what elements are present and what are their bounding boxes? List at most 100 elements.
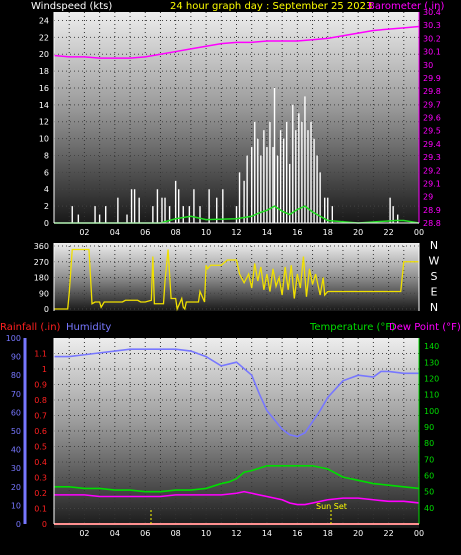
y-tick-label-windspeed: 4 — [44, 185, 49, 194]
direction-panel-background — [54, 243, 419, 311]
x-tick-label: 14 — [262, 228, 272, 237]
y-tick-label-rainfall: 0.1 — [34, 505, 47, 514]
y-tick-label-rainfall: 0.7 — [34, 412, 47, 421]
wind-panel-background — [54, 12, 419, 223]
y-tick-label-barometer: 30 — [423, 61, 433, 70]
x-tick-label: 22 — [383, 529, 393, 538]
y-tick-label-windspeed: 10 — [39, 135, 49, 144]
y-tick-label-barometer: 28.8 — [423, 219, 441, 228]
x-tick-label: 06 — [140, 529, 150, 538]
y-tick-label-humidity: 80 — [11, 371, 21, 380]
y-tick-label-windspeed: 22 — [39, 33, 49, 42]
y-tick-label-windspeed: 24 — [39, 16, 49, 25]
y-tick-label-windspeed: 20 — [39, 50, 49, 59]
y-tick-label-barometer: 30.1 — [423, 48, 441, 57]
y-tick-label-rainfall: 1.1 — [34, 350, 47, 359]
y-tick-label-temperature: 40 — [424, 504, 434, 513]
y-tick-label-direction: 270 — [34, 258, 49, 267]
x-tick-label: 00 — [414, 228, 424, 237]
y-tick-label-barometer: 29.4 — [423, 140, 441, 149]
y-tick-label-rainfall: 0.4 — [34, 458, 47, 467]
x-tick-label: 02 — [79, 228, 89, 237]
y-tick-label-direction: 360 — [34, 242, 49, 251]
y-tick-label-temperature: 70 — [424, 455, 434, 464]
y-tick-label-barometer: 29.1 — [423, 179, 441, 188]
y-tick-label-temperature: 140 — [424, 342, 439, 351]
y-tick-label-barometer: 30.2 — [423, 34, 441, 43]
y-tick-label-windspeed: 16 — [39, 84, 49, 93]
humidity-line — [54, 348, 419, 438]
y-tick-label-windspeed: 12 — [39, 118, 49, 127]
y-tick-label-temperature: 60 — [424, 471, 434, 480]
x-tick-label: 14 — [262, 529, 272, 538]
compass-label: W — [429, 255, 440, 268]
rainfall-header-label: Rainfall (.in) — [0, 322, 61, 333]
wind-direction-line — [54, 248, 419, 312]
y-tick-label-humidity: 90 — [11, 353, 21, 362]
x-tick-label: 08 — [171, 228, 181, 237]
sun-set-label: Sun Set — [316, 502, 347, 511]
wind-gust-line — [54, 205, 420, 224]
x-tick-label: 08 — [171, 529, 181, 538]
temperature-line — [54, 464, 420, 493]
x-tick-label: 04 — [110, 228, 120, 237]
y-tick-label-barometer: 29.7 — [423, 100, 441, 109]
temperature-header-label: Temperature (°F) — [309, 322, 395, 333]
wind-panel-grid — [54, 12, 419, 224]
temp-panel-axes: 0 0.1 0.2 0.3 0.4 0.5 0.6 0.7 0.8 0.9 1 1.1 0 10 20 30 4… — [6, 334, 440, 538]
y-tick-label-humidity: 20 — [11, 483, 21, 492]
x-tick-label: 02 — [79, 529, 89, 538]
y-tick-label-humidity: 40 — [11, 446, 21, 455]
y-tick-label-rainfall: 1 — [42, 365, 47, 374]
y-tick-label-humidity: 70 — [11, 390, 21, 399]
y-tick-label-windspeed: 8 — [44, 151, 49, 160]
x-tick-label: 18 — [323, 529, 333, 538]
y-tick-label-barometer: 28.9 — [423, 206, 441, 215]
dew-point-line — [54, 490, 420, 506]
y-tick-label-rainfall: 0 — [42, 520, 47, 529]
y-tick-label-rainfall: 0.6 — [34, 427, 47, 436]
x-tick-label: 16 — [292, 228, 302, 237]
y-tick-label-temperature: 90 — [424, 423, 434, 432]
windspeed-header-label: Windspeed (kts) — [31, 1, 112, 12]
direction-panel-series — [54, 248, 419, 312]
y-tick-label-windspeed: 18 — [39, 67, 49, 76]
y-tick-label-barometer: 29.9 — [423, 74, 441, 83]
x-tick-label: 12 — [231, 529, 241, 538]
compass-label: N — [430, 301, 438, 314]
x-tick-label: 12 — [231, 228, 241, 237]
y-tick-label-rainfall: 0.3 — [34, 474, 47, 483]
y-tick-label-humidity: 60 — [11, 408, 21, 417]
y-tick-label-temperature: 120 — [424, 374, 439, 383]
y-tick-label-temperature: 110 — [424, 391, 439, 400]
x-tick-label: 20 — [353, 529, 363, 538]
y-tick-label-windspeed: 0 — [44, 219, 49, 228]
x-tick-label: 06 — [140, 228, 150, 237]
y-tick-label-barometer: 29 — [423, 193, 433, 202]
date-header-label: 24 hour graph day : September 25 2023 — [170, 1, 372, 12]
y-tick-label-rainfall: 0.2 — [34, 489, 47, 498]
y-tick-label-humidity: 10 — [11, 501, 21, 510]
y-tick-label-temperature: 100 — [424, 407, 439, 416]
y-tick-label-rainfall: 0.8 — [34, 396, 47, 405]
humidity-header-label: Humidity — [66, 322, 111, 333]
x-tick-label: 22 — [383, 228, 393, 237]
y-tick-label-barometer: 29.3 — [423, 153, 441, 162]
compass-label: N — [430, 239, 438, 252]
temp-panel-grid — [54, 338, 419, 525]
y-tick-label-humidity: 50 — [11, 427, 21, 436]
y-tick-label-barometer: 29.6 — [423, 114, 441, 123]
y-tick-label-direction: 0 — [44, 305, 49, 314]
y-tick-label-humidity: 0 — [16, 520, 21, 529]
x-tick-label: 20 — [353, 228, 363, 237]
y-tick-label-humidity: 30 — [11, 464, 21, 473]
wind-panel-series — [53, 25, 420, 224]
y-tick-label-rainfall: 0.5 — [34, 443, 47, 452]
x-tick-label: 10 — [201, 529, 211, 538]
x-tick-label: 16 — [292, 529, 302, 538]
barometer-header-label: Barometer (.in) — [368, 1, 444, 12]
y-tick-label-temperature: 50 — [424, 488, 434, 497]
y-tick-label-temperature: 80 — [424, 439, 434, 448]
